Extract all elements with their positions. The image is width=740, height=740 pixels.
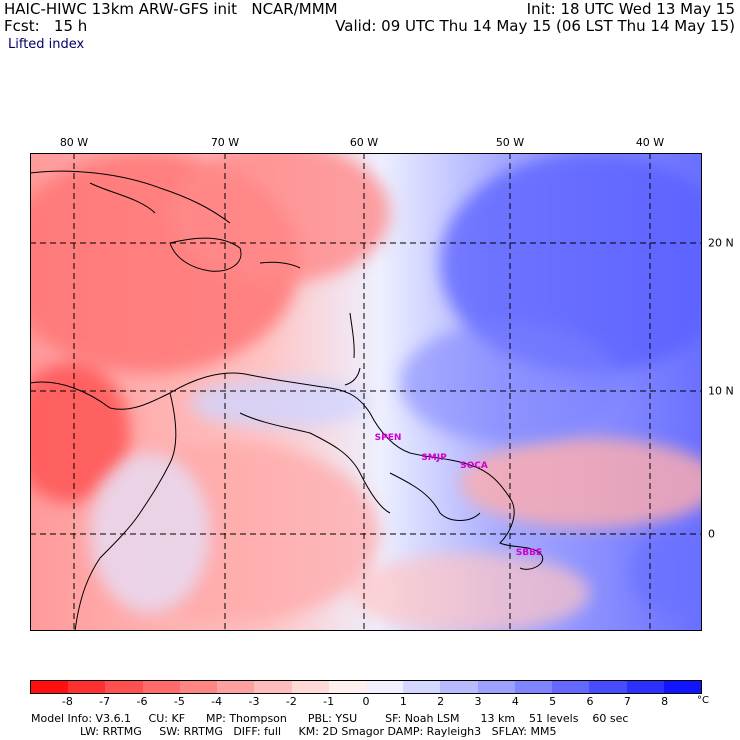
colorbar-tick-label: 0 (362, 695, 370, 708)
colorbar-tick-label: 8 (661, 695, 669, 708)
colorbar-tick-label: -1 (323, 695, 335, 708)
lon-label-80w: 80 W (59, 136, 89, 149)
forecast-hour: Fcst: 15 h (4, 17, 88, 35)
colorbar-unit: °C (697, 695, 709, 706)
map-canvas (30, 153, 702, 631)
colorbar-tick-label: 1 (399, 695, 407, 708)
lat-label-0: 0 (708, 527, 715, 541)
model-info-line2: LW: RRTMG SW: RRTMG DIFF: full KM: 2D Sm… (31, 725, 557, 738)
model-title: HAIC-HIWC 13km ARW-GFS init NCAR/MMM (4, 0, 338, 18)
station-spen: SPEN (374, 433, 402, 443)
colorbar-swatch (179, 681, 218, 693)
lon-label-70w: 70 W (210, 136, 240, 149)
colorbar-swatch (328, 681, 366, 693)
colorbar-tick-label: -4 (211, 695, 223, 708)
colorbar-tick-label: 6 (586, 695, 594, 708)
colorbar-swatch (403, 681, 441, 693)
lat-lon-grid (30, 153, 702, 631)
colorbar-swatch (440, 681, 478, 693)
lat-label-20n: 20 N (708, 236, 734, 250)
coastlines (30, 170, 543, 631)
init-time: Init: 18 UTC Wed 13 May 15 (526, 0, 735, 18)
colorbar-swatch (217, 681, 255, 693)
colorbar-swatch (626, 681, 664, 693)
colorbar-swatch (68, 681, 106, 693)
map-border (30, 153, 702, 631)
colorbar-tick-label: -5 (173, 695, 185, 708)
colorbar (30, 680, 702, 694)
colorbar-tick-label: -2 (285, 695, 297, 708)
colorbar-tick-label: -8 (61, 695, 73, 708)
field-name: Lifted index (8, 37, 85, 52)
colorbar-swatch (31, 681, 69, 693)
lifted-index-map (30, 153, 702, 631)
colorbar-tick-label: -6 (136, 695, 148, 708)
lat-label-10n: 10 N (708, 384, 734, 398)
colorbar-tick-label: 5 (549, 695, 557, 708)
colorbar-swatch (291, 681, 329, 693)
colorbar-swatch (663, 681, 701, 693)
colorbar-swatch (142, 681, 180, 693)
lon-label-40w: 40 W (635, 136, 665, 149)
colorbar-tick-label: 4 (511, 695, 519, 708)
colorbar-tick-label: -7 (99, 695, 111, 708)
colorbar-tick-label: -3 (248, 695, 260, 708)
colorbar-swatch (514, 681, 553, 693)
station-soca: SOCA (460, 461, 488, 471)
lon-label-60w: 60 W (349, 136, 379, 149)
valid-time: Valid: 09 UTC Thu 14 May 15 (06 LST Thu … (335, 17, 735, 35)
colorbar-swatch (105, 681, 143, 693)
lon-label-50w: 50 W (495, 136, 525, 149)
colorbar-swatch (365, 681, 404, 693)
colorbar-swatch (254, 681, 292, 693)
colorbar-swatch (589, 681, 627, 693)
station-sbbe: SBBE (515, 548, 543, 558)
colorbar-swatch (477, 681, 515, 693)
colorbar-swatch (552, 681, 590, 693)
colorbar-tick-label: 3 (474, 695, 482, 708)
colorbar-tick-label: 7 (623, 695, 631, 708)
station-smjp: SMJP (421, 453, 447, 463)
colorbar-tick-label: 2 (437, 695, 445, 708)
model-info-line1: Model Info: V3.6.1 CU: KF MP: Thompson P… (31, 712, 629, 725)
